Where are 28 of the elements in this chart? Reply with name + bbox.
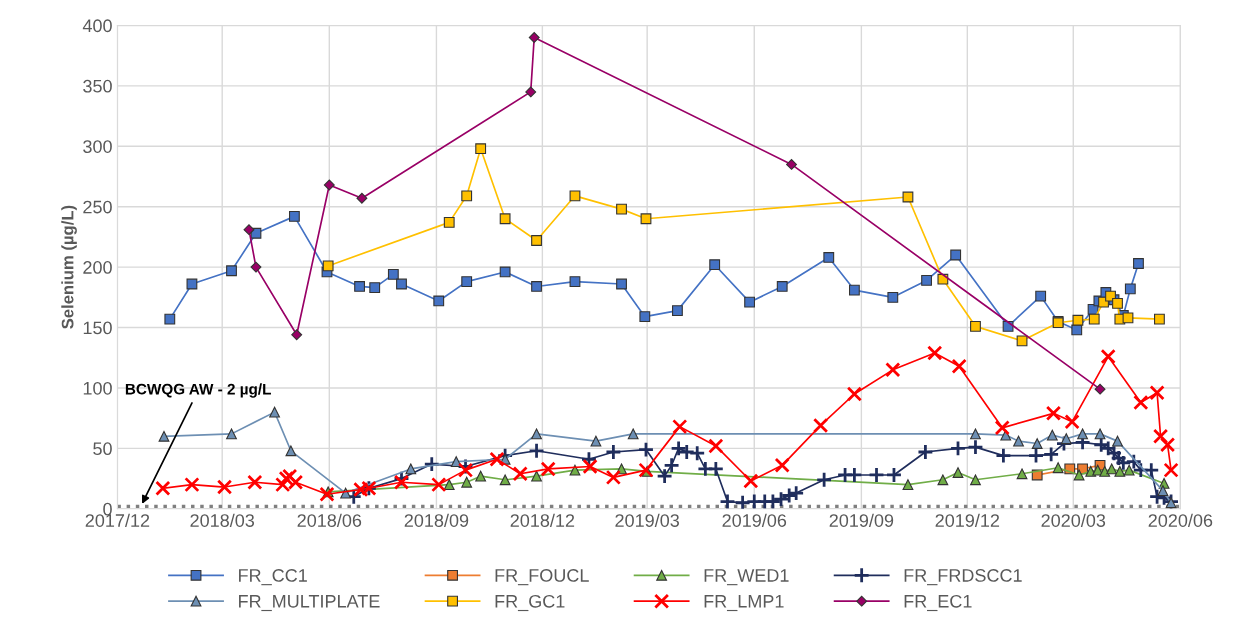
- legend-label: FR_FOUCL: [495, 569, 589, 586]
- legend-label: FR_LMP1: [704, 595, 784, 612]
- legend-label: FR_WED1: [704, 569, 789, 586]
- legend-label: FR_MULTIPLATE: [239, 595, 380, 612]
- x-tick-label: 2020/06: [1148, 513, 1213, 527]
- y-tick-label: 400: [82, 19, 112, 33]
- y-tick-label: 350: [83, 79, 112, 93]
- y-tick-label: 50: [93, 442, 112, 456]
- x-tick-label: 2018/06: [297, 513, 362, 527]
- legend-label: FR_FRDSCC1: [904, 569, 1022, 586]
- y-tick-label: 300: [83, 140, 112, 153]
- x-tick-label: 2018/09: [404, 513, 469, 527]
- legend-label: FR_GC1: [495, 594, 565, 612]
- x-tick-label: 2018/12: [510, 513, 575, 527]
- x-tick-label: 2018/03: [190, 513, 255, 527]
- ref-line-label: BCWQG AW - 2 µg/L: [125, 383, 271, 398]
- legend-label: FR_CC1: [239, 569, 307, 586]
- x-tick-label: 2020/03: [1041, 513, 1106, 527]
- x-tick-label: 2019/06: [722, 513, 787, 527]
- x-tick-label: 2019/03: [615, 513, 679, 527]
- y-axis-title: Selenium (µg/L): [61, 205, 77, 329]
- x-tick-label: 2019/12: [935, 513, 1000, 527]
- y-tick-label: 100: [83, 381, 112, 395]
- y-tick-label: 150: [83, 321, 112, 335]
- x-tick-label: 2019/09: [829, 513, 894, 527]
- y-tick-label: 250: [83, 200, 112, 214]
- y-tick-label: 200: [83, 261, 112, 274]
- legend-label: FR_EC1: [904, 594, 972, 612]
